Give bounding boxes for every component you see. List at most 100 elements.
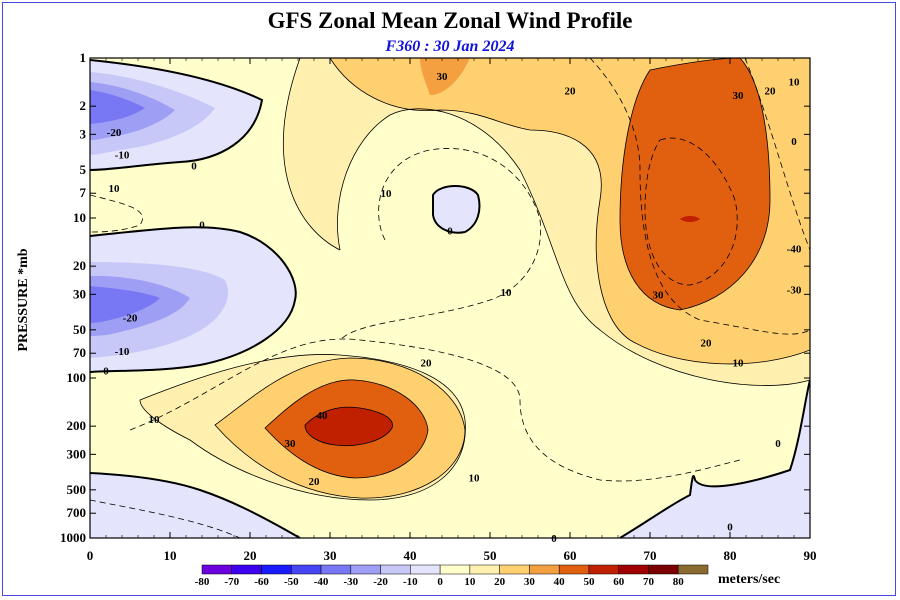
colorbar-tick-label: 80 bbox=[673, 576, 685, 588]
y-tick-label: 20 bbox=[73, 258, 86, 273]
x-tick-label: 90 bbox=[804, 548, 817, 563]
contour-label-text: 30 bbox=[733, 90, 745, 102]
colorbar-tick-label: 50 bbox=[583, 576, 595, 588]
contour-label: 30 bbox=[653, 289, 665, 301]
colorbar-swatch bbox=[320, 564, 352, 575]
y-tick-label: 100 bbox=[67, 370, 87, 385]
colorbar-swatch bbox=[201, 564, 233, 575]
line-20-tropo bbox=[214, 357, 466, 499]
contour-label-text: 20 bbox=[421, 357, 433, 369]
colorbar-tick-label: 60 bbox=[613, 576, 625, 588]
contour-label: 0 bbox=[199, 220, 205, 232]
contour-label-text: 30 bbox=[437, 71, 449, 83]
contour-label: 30 bbox=[437, 71, 449, 83]
colorbar-tick-label: -50 bbox=[284, 576, 299, 588]
contour-label-text: 0 bbox=[199, 220, 205, 232]
x-tick-label: 20 bbox=[244, 548, 257, 563]
colorbar: -80 -70 -60 -50 -40 -30 -20 -10 0 10 20 30 40 50 60 70 8… bbox=[195, 564, 709, 588]
contour-label-text: 10 bbox=[733, 357, 745, 369]
zero-line-mid bbox=[90, 226, 297, 373]
contour-label-text: 20 bbox=[765, 86, 777, 98]
zero-line-surface-right bbox=[619, 379, 810, 538]
dash-line-25 bbox=[589, 58, 810, 335]
colorbar-swatch bbox=[618, 564, 649, 575]
dash-line-35-jet bbox=[644, 137, 738, 286]
y-tick-label: 30 bbox=[73, 286, 86, 301]
colorbar-tick-label: -80 bbox=[195, 576, 210, 588]
colorbar-swatch bbox=[350, 564, 381, 575]
contour-label-text: 10 bbox=[469, 473, 481, 485]
colorbar-swatch bbox=[380, 564, 411, 575]
contour-label: -30 bbox=[787, 285, 802, 297]
dash-line-5-tropo bbox=[129, 338, 741, 482]
x-tick-label: 60 bbox=[564, 548, 577, 563]
x-tick-label: 50 bbox=[484, 548, 497, 563]
contour-label: -10 bbox=[115, 346, 130, 358]
zero-line-surface-left bbox=[90, 472, 301, 538]
colorbar-tick-label: 0 bbox=[437, 576, 443, 588]
line-10-tropo bbox=[139, 354, 466, 501]
colorbar-tick-label: -40 bbox=[314, 576, 329, 588]
contour-label: 0 bbox=[791, 136, 797, 148]
contour-label: 10 bbox=[501, 287, 513, 299]
contour-label: -20 bbox=[123, 313, 138, 325]
contour-label-text: -30 bbox=[787, 285, 802, 297]
contour-label: 40 bbox=[317, 410, 329, 422]
colorbar-tick-label: 30 bbox=[524, 576, 536, 588]
contour-label: 30 bbox=[733, 90, 745, 102]
fill-30-40-top bbox=[420, 58, 470, 95]
colorbar-swatch bbox=[261, 564, 292, 575]
line-10-strat-b bbox=[337, 108, 810, 386]
contour-label-text: 10 bbox=[789, 76, 801, 88]
contour-fill-layer bbox=[90, 58, 810, 538]
colorbar-units: meters/sec bbox=[718, 572, 781, 587]
colorbar-swatch bbox=[469, 564, 500, 575]
chart-title: GFS Zonal Mean Zonal Wind Profile bbox=[267, 8, 633, 33]
contour-label: 0 bbox=[775, 438, 781, 450]
contour-label-text: 10 bbox=[149, 414, 161, 426]
contour-label: 10 bbox=[469, 473, 481, 485]
y-tick-label: 300 bbox=[67, 446, 87, 461]
colorbar-swatch bbox=[291, 564, 322, 575]
x-tick-label: 40 bbox=[404, 548, 417, 563]
contour-label: 0 bbox=[103, 366, 109, 378]
contour-label: 20 bbox=[701, 338, 713, 350]
colorbar-tick-label: -30 bbox=[343, 576, 358, 588]
y-tick-label: 70 bbox=[73, 345, 86, 360]
y-tick-label: 200 bbox=[67, 418, 87, 433]
contour-label-text: 0 bbox=[103, 366, 109, 378]
dash-line-surface bbox=[90, 499, 241, 538]
zero-line-cell bbox=[432, 185, 481, 234]
contour-label-text: 0 bbox=[727, 522, 733, 534]
line-40-tropo bbox=[304, 406, 393, 447]
dash-line-5-left bbox=[90, 194, 143, 233]
contour-label: -10 bbox=[115, 149, 130, 161]
colorbar-tick-label: -20 bbox=[373, 576, 388, 588]
zero-line-upper bbox=[90, 59, 264, 171]
colorbar-tick-label: -70 bbox=[224, 576, 239, 588]
fill-neg-surface-right bbox=[620, 380, 810, 538]
contour-label-text: -10 bbox=[115, 346, 130, 358]
contour-label-text: 40 bbox=[317, 410, 329, 422]
x-axis: 0 10 20 30 40 50 60 70 80 90 bbox=[87, 58, 817, 563]
contour-label-text: 0 bbox=[551, 533, 557, 545]
colorbar-tick-label: 10 bbox=[464, 576, 476, 588]
colorbar-swatch bbox=[410, 564, 441, 575]
x-tick-label: 70 bbox=[644, 548, 657, 563]
y-tick-label: 1000 bbox=[60, 530, 86, 545]
contour-label-text: 30 bbox=[653, 289, 665, 301]
contour-label: 30 bbox=[285, 438, 297, 450]
contour-label-text: 0 bbox=[447, 226, 453, 238]
contour-label-text: 20 bbox=[701, 338, 713, 350]
y-tick-label: 10 bbox=[73, 210, 86, 225]
contour-label-text: -40 bbox=[787, 243, 802, 255]
contour-label: 10 bbox=[149, 414, 161, 426]
x-tick-label: 0 bbox=[87, 548, 94, 563]
colorbar-tick-label: -10 bbox=[403, 576, 418, 588]
contour-label: 0 bbox=[191, 161, 197, 173]
line-30-tropo bbox=[264, 379, 429, 479]
y-tick-label: 7 bbox=[80, 185, 87, 200]
contour-label: 20 bbox=[309, 476, 321, 488]
colorbar-swatch bbox=[648, 564, 679, 575]
